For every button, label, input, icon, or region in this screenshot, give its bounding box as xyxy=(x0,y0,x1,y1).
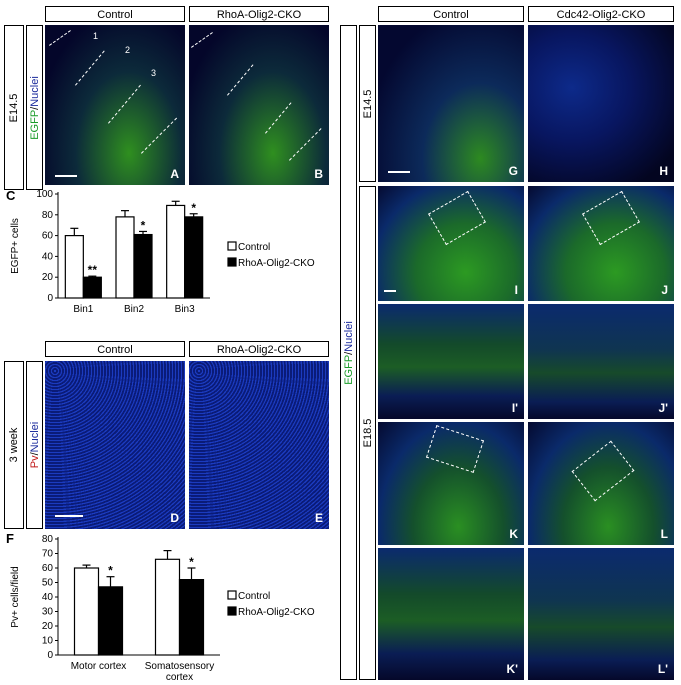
y-tick-label: 60 xyxy=(42,563,54,574)
image-panel-K: K xyxy=(378,422,524,545)
y-tick-label: 100 xyxy=(36,189,53,200)
chart-egfp-cells: 0 20 40 60 80 100 EGFP+ cells ** Bin1 * Bin2 * Bin3 C… xyxy=(10,189,315,315)
y-tick-label: 80 xyxy=(42,210,54,221)
scale-bar xyxy=(388,171,410,173)
y-tick-label: 30 xyxy=(42,607,54,618)
scale-bar xyxy=(55,175,77,177)
image-panel-D: D xyxy=(45,361,185,529)
bar xyxy=(82,276,102,299)
image-panel-K-prime: K' xyxy=(378,548,524,680)
panel-label-E: E xyxy=(314,511,323,525)
header-control-top-left: Control xyxy=(45,6,185,22)
panel-label-I-prime: I' xyxy=(511,401,518,415)
y-tick-label: 10 xyxy=(42,636,54,647)
panel-label-B: B xyxy=(314,167,323,181)
image-panel-H: H xyxy=(528,25,674,182)
significance-mark: * xyxy=(191,201,196,215)
y-tick-label: 0 xyxy=(47,650,53,661)
y-tick-label: 80 xyxy=(42,534,54,545)
bar xyxy=(64,234,84,299)
image-panel-J-prime: J' xyxy=(528,304,674,419)
y-tick-label: 40 xyxy=(42,592,54,603)
y-tick-label: 20 xyxy=(42,621,54,632)
image-panel-L-prime: L' xyxy=(528,548,674,680)
image-panel-L: L xyxy=(528,422,674,545)
header-control-mid-left: Control xyxy=(45,341,185,357)
image-panel-J: J xyxy=(528,186,674,301)
y-tick-label: 70 xyxy=(42,549,54,560)
significance-mark: ** xyxy=(88,263,98,277)
scale-bar xyxy=(55,515,83,517)
bar xyxy=(73,567,100,656)
image-panel-G: G xyxy=(378,25,524,182)
image-panel-E: E xyxy=(189,361,329,529)
y-axis-label: Pv+ cells/field xyxy=(10,566,21,627)
header-cko-mid-left: RhoA-Olig2-CKO xyxy=(189,341,329,357)
row-label-e14-right: E14.5 xyxy=(359,25,376,182)
x-tick-label: cortex xyxy=(166,672,193,683)
legend-label: Control xyxy=(238,591,270,602)
header-cko-right: Cdc42-Olig2-CKO xyxy=(528,6,674,22)
panel-label-I: I xyxy=(514,283,518,297)
legend-swatch xyxy=(227,590,237,600)
scale-bar xyxy=(384,290,396,292)
x-tick-label: Motor cortex xyxy=(71,661,127,672)
significance-mark: * xyxy=(141,218,146,232)
zone-label-3: 3 xyxy=(151,68,157,78)
panel-label-L-prime: L' xyxy=(657,662,668,676)
bar xyxy=(115,216,135,299)
image-panel-I-prime: I' xyxy=(378,304,524,419)
row-label-3week: 3 week xyxy=(4,361,24,529)
legend-label: RhoA-Olig2-CKO xyxy=(238,258,315,269)
zone-label-1: 1 xyxy=(93,31,99,41)
legend-label: Control xyxy=(238,242,270,253)
bar xyxy=(97,586,124,656)
y-axis-label: EGFP+ cells xyxy=(10,218,21,274)
stain-label-egfp-nuclei-left: EGFP/Nuclei xyxy=(26,25,43,190)
panel-label-G: G xyxy=(508,164,518,178)
x-tick-label: Bin1 xyxy=(73,304,93,315)
image-panel-I: I xyxy=(378,186,524,301)
panel-label-H: H xyxy=(659,164,668,178)
panel-letter-C: C xyxy=(6,188,16,203)
image-panel-A: 1 2 3 A xyxy=(45,25,185,185)
chart-pv-cells: 0 10 20 30 40 50 60 70 80 Pv+ cells/field * Motor c… xyxy=(10,534,315,683)
legend-swatch xyxy=(227,241,237,251)
panel-label-L: L xyxy=(660,527,668,541)
y-tick-label: 50 xyxy=(42,578,54,589)
stain-label-egfp-nuclei-right: EGFP/Nuclei xyxy=(340,25,357,680)
panel-label-A: A xyxy=(170,167,179,181)
header-cko-top-left: RhoA-Olig2-CKO xyxy=(189,6,329,22)
panel-label-J-prime: J' xyxy=(658,401,668,415)
panel-label-J: J xyxy=(661,283,668,297)
panel-label-D: D xyxy=(170,511,179,525)
significance-mark: * xyxy=(189,555,194,569)
bar xyxy=(154,558,181,656)
legend-label: RhoA-Olig2-CKO xyxy=(238,607,315,618)
bar xyxy=(184,216,204,299)
legend-swatch xyxy=(227,257,237,267)
y-tick-label: 40 xyxy=(42,251,54,262)
zone-label-2: 2 xyxy=(125,45,131,55)
header-control-right: Control xyxy=(378,6,524,22)
y-tick-label: 20 xyxy=(42,272,54,283)
legend-swatch xyxy=(227,606,237,616)
panel-label-K: K xyxy=(509,527,518,541)
y-tick-label: 60 xyxy=(42,231,54,242)
image-panel-B: B xyxy=(189,25,329,185)
bar xyxy=(133,233,153,299)
x-tick-label: Bin3 xyxy=(175,304,195,315)
panel-label-K-prime: K' xyxy=(506,662,518,676)
bar xyxy=(166,204,186,299)
x-tick-label: Somatosensory xyxy=(145,661,214,672)
row-label-e18-right: E18.5 xyxy=(359,186,376,680)
x-tick-label: Bin2 xyxy=(124,304,144,315)
bar xyxy=(178,578,205,656)
stain-label-pv-nuclei: Pv/Nuclei xyxy=(26,361,43,529)
panel-letter-F: F xyxy=(6,531,14,546)
significance-mark: * xyxy=(108,564,113,578)
row-label-e14-left: E14.5 xyxy=(4,25,24,190)
y-tick-label: 0 xyxy=(47,293,53,304)
